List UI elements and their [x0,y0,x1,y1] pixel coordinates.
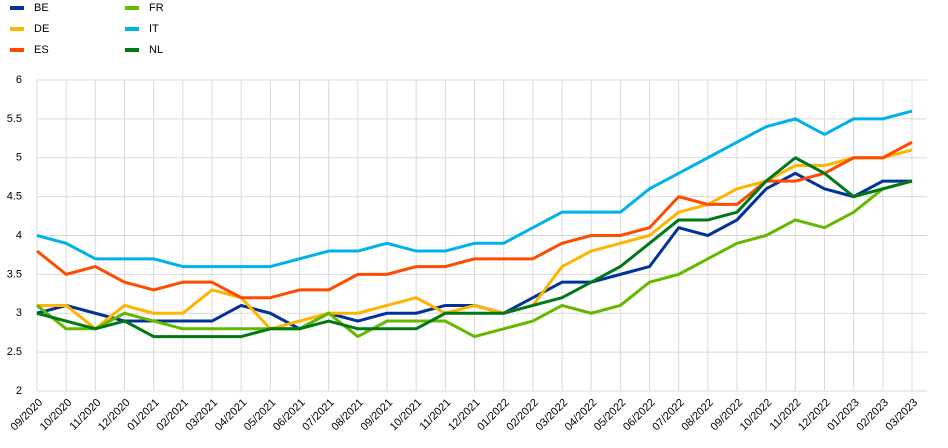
series-line [36,109,913,269]
x-tick-label: 10/2021 [388,397,425,434]
y-tick-label: 5 [16,152,22,164]
y-tick-label: 4.5 [7,191,22,203]
legend-label: IT [149,23,159,35]
series-line [36,156,913,339]
y-tick-label: 4 [16,229,22,241]
legend-label: FR [149,2,164,14]
legend-label: NL [149,44,163,56]
legend-label: DE [34,23,49,35]
x-tick-label: 10/2022 [738,397,775,434]
series-line [36,179,913,339]
y-tick-label: 2.5 [7,346,22,358]
x-tick-label: 03/2023 [884,397,921,434]
y-tick-label: 3 [16,307,22,319]
y-tick-label: 5.5 [7,113,22,125]
y-tick-label: 3.5 [7,268,22,280]
legend-label: ES [34,44,49,56]
y-tick-label: 6 [16,74,22,86]
legend-label: BE [34,2,49,14]
y-tick-label: 2 [16,385,22,397]
x-tick-label: 10/2020 [38,397,75,434]
